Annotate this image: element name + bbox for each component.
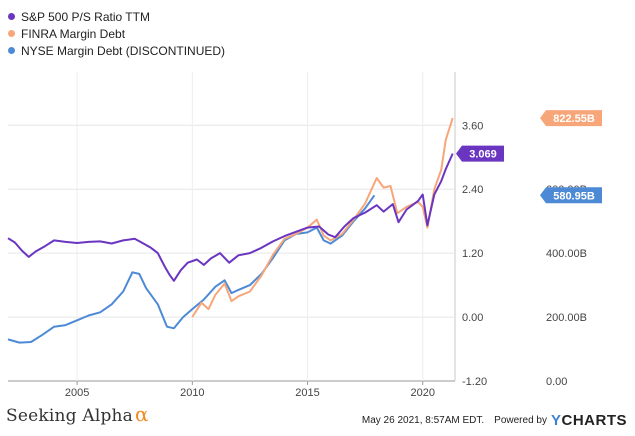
end-labels: 3.069 822.55B 580.95B (456, 110, 602, 204)
axis-ticks: 3.602.401.200.00-1.20600.00B400.00B200.0… (65, 120, 587, 399)
footer-credits: May 26 2021, 8:57AM EDT. Powered by YCHA… (362, 412, 627, 429)
legend-marker (8, 13, 15, 20)
x-axis-tick-label: 2020 (411, 387, 435, 399)
x-axis-tick-label: 2005 (65, 387, 89, 399)
legend-marker (8, 30, 15, 37)
brand-name: Seeking Alpha (6, 406, 134, 426)
left-axis-tick-label: 0.00 (462, 312, 483, 324)
finra-end-label: 822.55B (540, 110, 602, 127)
legend-item-finra-margin-debt[interactable]: FINRA Margin Debt (8, 25, 225, 42)
ycharts-logo-text: CHARTS (561, 412, 627, 429)
finra-end-label-bg (540, 110, 602, 127)
legend-item-ps-ratio[interactable]: S&P 500 P/S Ratio TTM (8, 8, 225, 25)
ps-ratio-end-label-bg (456, 145, 504, 162)
left-axis-tick-label: 3.60 (462, 120, 483, 132)
series-line-0 (7, 153, 454, 282)
legend-label: NYSE Margin Debt (DISCONTINUED) (21, 43, 226, 58)
series-line-1 (191, 117, 454, 318)
ps-ratio-end-label: 3.069 (456, 145, 504, 162)
ycharts-logo[interactable]: YCHARTS (551, 412, 627, 429)
series-lines (7, 117, 454, 344)
right-axis-tick-label: 200.00B (546, 312, 587, 324)
left-axis-tick-label: 1.20 (462, 248, 483, 260)
timestamp: May 26 2021, 8:57AM EDT. (361, 415, 485, 426)
right-axis-tick-label: 400.00B (546, 248, 587, 260)
legend-marker (8, 47, 15, 54)
left-axis-tick-label: 2.40 (462, 184, 483, 196)
x-axis-tick-label: 2010 (180, 387, 204, 399)
finra-end-label-text: 822.55B (553, 113, 595, 125)
powered-by-text: Powered by (494, 415, 547, 426)
left-axis-tick-label: -1.20 (462, 376, 487, 388)
nyse-end-label-text: 580.95B (553, 190, 595, 202)
legend-label: FINRA Margin Debt (21, 26, 126, 41)
right-axis-tick-label: 0.00 (546, 376, 567, 388)
x-axis-tick-label: 2015 (295, 387, 319, 399)
ycharts-logo-y: Y (550, 412, 562, 429)
grid (8, 72, 456, 385)
legend: S&P 500 P/S Ratio TTM FINRA Margin Debt … (8, 8, 225, 59)
seeking-alpha-logo[interactable]: Seeking Alpha α (6, 402, 149, 426)
alpha-icon: α (135, 402, 149, 426)
series-line-2 (7, 194, 376, 344)
legend-item-nyse-margin-debt[interactable]: NYSE Margin Debt (DISCONTINUED) (8, 42, 225, 59)
nyse-end-label: 580.95B (540, 187, 602, 204)
ps-ratio-end-label-text: 3.069 (469, 149, 497, 161)
legend-label: S&P 500 P/S Ratio TTM (21, 9, 150, 24)
nyse-end-label-bg (540, 187, 602, 204)
